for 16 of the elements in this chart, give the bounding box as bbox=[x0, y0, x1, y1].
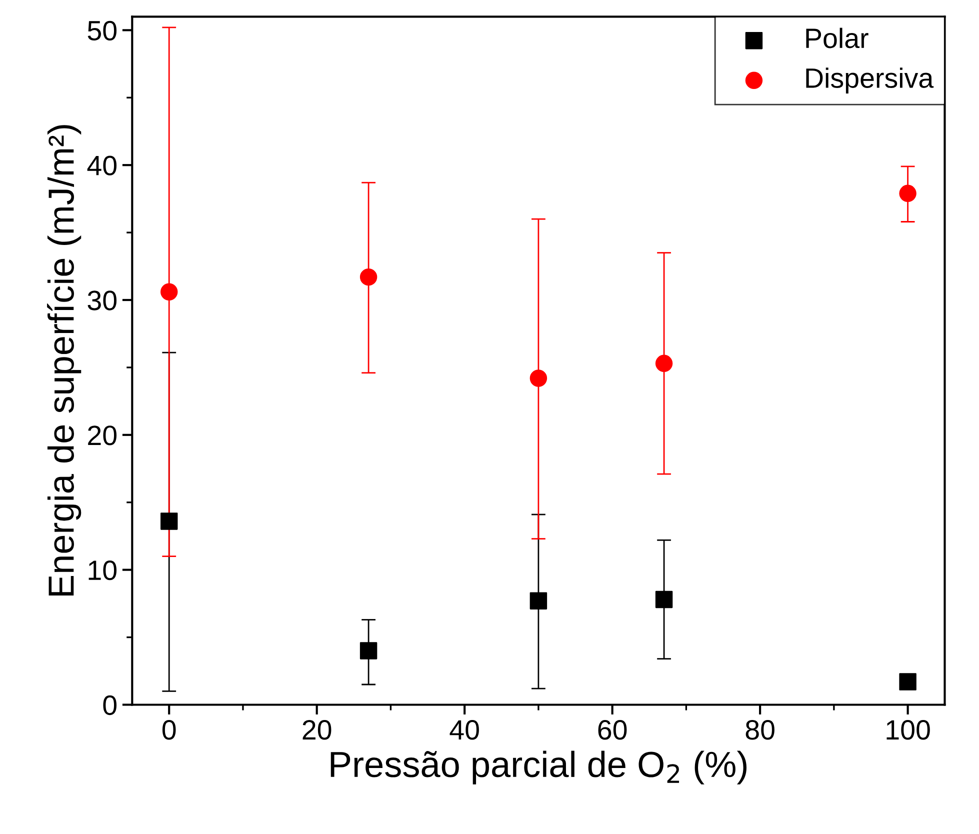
legend-label: Polar bbox=[806, 28, 868, 48]
y-tick-label: 50 bbox=[88, 20, 116, 41]
x-tick-label: 100 bbox=[886, 720, 930, 740]
x-tick-label: 60 bbox=[598, 720, 627, 740]
x-tick-label: 80 bbox=[746, 720, 774, 740]
x-tick-label: 20 bbox=[302, 720, 332, 740]
y-tick-label: 40 bbox=[87, 156, 116, 176]
legend-label: Dispersiva bbox=[806, 68, 934, 94]
y-tick-label: 0 bbox=[103, 695, 116, 716]
y-tick-label: 10 bbox=[88, 560, 116, 580]
x-tick-label: 40 bbox=[450, 720, 479, 740]
y-tick-label: 30 bbox=[88, 290, 116, 310]
x-tick-label: 0 bbox=[162, 720, 176, 740]
x-axis-title: Pressão parcial de O$_{2}$ (%) bbox=[330, 750, 746, 784]
y-axis-title: Energia de superfície (mJ/m²) bbox=[47, 125, 82, 596]
y-tick-label: 20 bbox=[88, 426, 116, 446]
